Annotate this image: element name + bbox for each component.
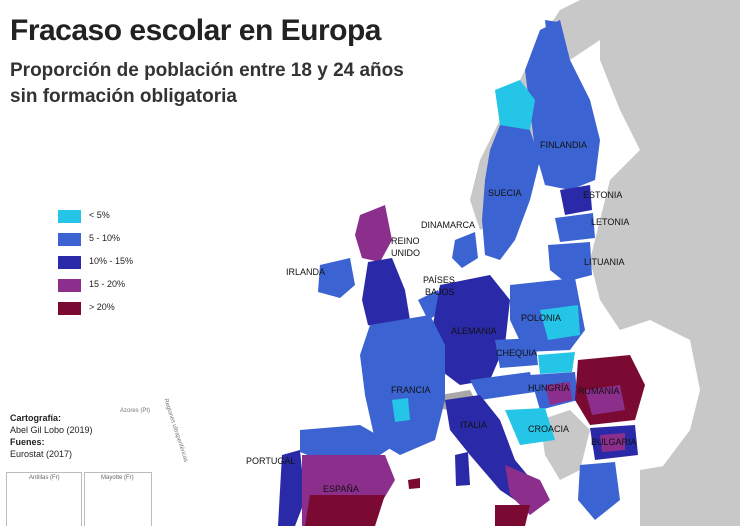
- region-escocia: [355, 205, 392, 262]
- region-bulgaria-purple: [600, 433, 625, 452]
- region-suecia-north: [495, 80, 535, 135]
- region-portugal: [278, 450, 305, 526]
- region-rumania-purple: [585, 385, 625, 415]
- label-suecia: SUECIA: [488, 188, 522, 198]
- legend-label: 5 - 10%: [89, 233, 121, 243]
- region-espana-south: [305, 495, 385, 526]
- turkey-land: [640, 460, 740, 526]
- legend-label: 10% - 15%: [89, 256, 134, 266]
- legend-label: < 5%: [89, 210, 110, 220]
- legend-swatch: [58, 233, 81, 246]
- inset-mayotte: Mayotte (Fr): [84, 472, 152, 526]
- inset-label-azores: Azores (Pt): [120, 408, 151, 414]
- region-letonia: [555, 213, 595, 242]
- legend-label: 15 - 20%: [89, 279, 126, 289]
- label-reino-unido-2: UNIDO: [391, 248, 420, 258]
- sources-heading: Fuenes:: [10, 437, 45, 447]
- region-francia-light: [392, 398, 410, 422]
- credits: Cartografía: Abel Gil Lobo (2019) Fuenes…: [10, 412, 93, 460]
- label-croacia: CROACIA: [528, 424, 570, 434]
- non-eu-land-north: [590, 0, 740, 526]
- inset-label-mayotte: Mayotte (Fr): [101, 475, 134, 481]
- legend-swatch: [58, 256, 81, 269]
- label-chequia: CHEQUIA: [496, 348, 538, 358]
- region-chequia: [495, 338, 538, 368]
- label-reino-unido-1: REINO: [391, 236, 420, 246]
- label-paises-bajos-2: BAJOS: [425, 287, 455, 297]
- label-hungria: HUNGRÍA: [528, 383, 570, 393]
- label-bulgaria: BULGARIA: [591, 437, 637, 447]
- region-hungria-purple: [545, 382, 572, 405]
- page-subtitle: Proporción de población entre 18 y 24 añ…: [10, 60, 404, 107]
- label-dinamarca: DINAMARCA: [421, 220, 476, 230]
- label-italia: ITALIA: [460, 420, 487, 430]
- region-grecia: [578, 462, 620, 520]
- legend-swatch: [58, 210, 81, 223]
- region-polonia-light: [540, 305, 580, 340]
- balkans-land: [540, 410, 590, 480]
- label-finlandia: FINLANDIA: [540, 140, 588, 150]
- label-paises-bajos-1: PAÍSES: [423, 275, 455, 285]
- page-title: Fracaso escolar en Europa: [10, 14, 382, 47]
- region-finlandia: [525, 20, 600, 190]
- label-polonia: POLONIA: [521, 313, 562, 323]
- label-portugal: PORTUGAL: [246, 456, 296, 466]
- legend-label: > 20%: [89, 302, 115, 312]
- region-estonia: [560, 185, 592, 215]
- region-cerdena: [455, 452, 470, 486]
- region-dinamarca: [452, 232, 478, 268]
- region-eslovaquia: [538, 352, 575, 374]
- label-letonia: LETONIA: [591, 217, 630, 227]
- sources-value: Eurostat (2017): [10, 449, 73, 459]
- region-espana-north: [300, 425, 395, 460]
- label-irlanda: IRLANDA: [286, 267, 326, 277]
- region-lituania: [548, 242, 592, 282]
- legend-swatch: [58, 279, 81, 292]
- label-rumania: RUMANÍA: [578, 386, 620, 396]
- region-croacia: [505, 408, 555, 445]
- label-francia: FRANCIA: [391, 385, 431, 395]
- inset-label-antillas: Antillas (Fr): [29, 475, 60, 481]
- region-finlandia-north: [545, 20, 560, 50]
- label-alemania: ALEMANIA: [451, 326, 497, 336]
- region-baleares: [408, 478, 420, 489]
- region-reino-unido: [362, 258, 410, 330]
- label-espana: ESPAÑA: [323, 484, 359, 494]
- region-sicilia: [495, 505, 530, 526]
- label-lituania: LITUANIA: [584, 257, 625, 267]
- region-austria: [470, 372, 535, 400]
- region-francia: [360, 315, 445, 455]
- legend-swatch: [58, 302, 81, 315]
- label-estonia: ESTONIA: [583, 190, 623, 200]
- inset-antillas: Antillas (Fr): [6, 472, 82, 526]
- cartography-author: Abel Gil Lobo (2019): [10, 425, 93, 435]
- region-suecia: [482, 125, 540, 260]
- region-italia-purple: [505, 465, 550, 515]
- region-alemania: [432, 275, 510, 385]
- cartography-heading: Cartografía:: [10, 413, 62, 423]
- region-irlanda: [318, 258, 355, 298]
